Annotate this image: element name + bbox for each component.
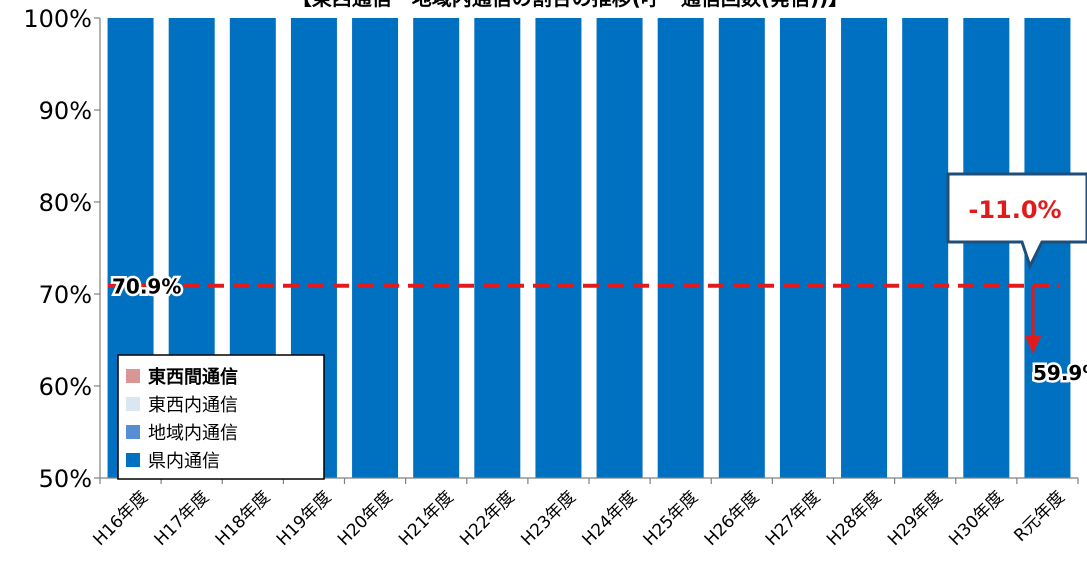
bar-segment-1-9 [596,18,643,478]
x-tick-label: H25年度 [640,487,703,550]
x-tick-label: H16年度 [90,487,153,550]
x-tick-label: H19年度 [273,487,336,550]
y-tick-label: 90% [39,97,92,125]
x-tick-label: H27年度 [762,487,825,550]
x-tick-label: H28年度 [823,487,886,550]
change-callout-box [946,172,1087,270]
chart-title: 【東西通信・地域内通信の割合の推移(呼・通信回数(発信))】 [292,0,849,10]
x-tick-label: H18年度 [212,487,275,550]
x-tick-label: H23年度 [517,487,580,550]
y-tick-label: 80% [39,189,92,217]
start-value-label: 70.9% [112,275,181,299]
y-tick-label: 70% [39,281,92,309]
x-tick-label: R元年度 [1010,487,1069,546]
y-tick-label: 100% [23,5,92,33]
legend-swatch [126,453,140,467]
x-tick-label: H29年度 [884,487,947,550]
x-tick-label: H21年度 [395,487,458,550]
legend-swatch [126,397,140,411]
y-tick-label: 50% [39,465,92,493]
legend-label: 地域内通信 [148,423,238,444]
x-tick-label: H22年度 [456,487,519,550]
x-tick-label: H26年度 [701,487,764,550]
bar-segment-1-6 [413,18,460,478]
x-tick-label: H30年度 [945,487,1008,550]
bar-segment-1-7 [474,18,521,478]
bar-segment-1-13 [841,18,888,478]
x-tick-label: H20年度 [334,487,397,550]
change-callout-label: -11.0% [968,196,1061,224]
legend-swatch [126,425,140,439]
legend-label: 東西間通信 [148,366,238,388]
bar-segment-1-12 [779,18,826,478]
bar-segment-1-15 [963,18,1010,478]
bar-segment-1-5 [352,18,399,478]
bar-segment-1-11 [718,18,765,478]
x-tick-label: H24年度 [579,487,642,550]
end-value-label: 59.9% [1033,361,1087,385]
y-tick-label: 60% [39,373,92,401]
bar-segment-1-8 [535,18,582,478]
x-tick-label: H17年度 [151,487,214,550]
bar-segment-1-10 [657,18,704,478]
bar-segment-1-14 [902,18,949,478]
decrease-arrow-head [1025,336,1041,354]
legend-label: 東西内通信 [148,395,238,416]
legend-swatch [126,369,140,383]
legend-box [117,354,325,480]
legend-label: 県内通信 [148,451,220,472]
